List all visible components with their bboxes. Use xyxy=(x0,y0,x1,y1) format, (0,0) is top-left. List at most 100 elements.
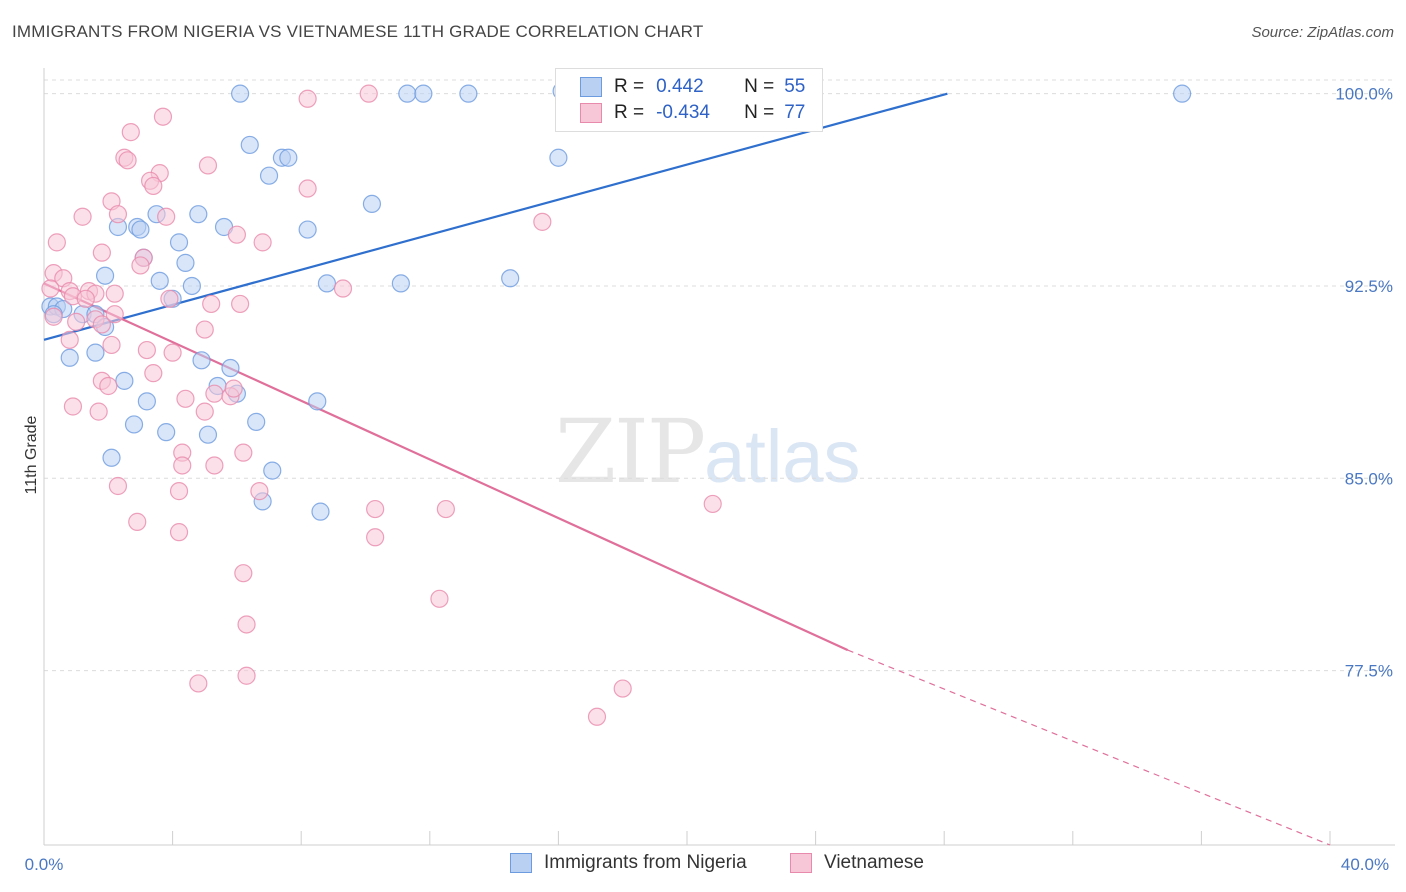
vietnamese-point xyxy=(89,402,108,421)
n-label: N = xyxy=(744,102,775,123)
chart-source: Source: ZipAtlas.com xyxy=(1251,24,1394,41)
x-tick-label-min: 0.0% xyxy=(25,855,64,874)
nigeria-point xyxy=(501,269,520,288)
vietnamese-point xyxy=(189,674,208,693)
stats-legend: R = 0.442 N = 55 R = -0.434 N = 77 xyxy=(555,68,823,132)
legend-row-vietnamese: R = -0.434 N = 77 xyxy=(580,102,805,124)
vietnamese-point xyxy=(108,476,128,496)
nigeria-point xyxy=(192,351,211,370)
nigeria-point xyxy=(189,205,208,224)
vietnamese-point xyxy=(436,499,455,519)
nigeria-point xyxy=(169,233,189,252)
r-label: R = xyxy=(614,102,645,123)
vietnamese-point xyxy=(108,205,128,224)
vietnamese-point xyxy=(250,482,269,501)
vietnamese-point xyxy=(73,207,92,226)
vietnamese-point xyxy=(205,456,224,475)
vietnamese-point xyxy=(153,107,173,126)
vietnamese-point xyxy=(224,379,243,398)
chart-title: IMMIGRANTS FROM NIGERIA VS VIETNAMESE 11… xyxy=(12,22,704,41)
vietnamese-point xyxy=(105,305,124,324)
nigeria-point xyxy=(231,84,250,103)
legend-row-nigeria: R = 0.442 N = 55 xyxy=(580,76,805,98)
vietnamese-point xyxy=(533,212,552,231)
nigeria-point xyxy=(414,84,433,103)
watermark-zip: ZIP xyxy=(555,400,706,503)
vietnamese-point xyxy=(44,307,63,326)
vietnamese-trend-line xyxy=(43,282,849,652)
vietnamese-point xyxy=(366,528,385,547)
vietnamese-legend-label: Vietnamese xyxy=(824,852,924,873)
nigeria-n-value: 55 xyxy=(784,76,806,97)
vietnamese-point xyxy=(137,340,156,360)
nigeria-point xyxy=(549,148,568,167)
vietnamese-point xyxy=(169,523,189,542)
trend-lines xyxy=(43,92,1331,846)
nigeria-point xyxy=(86,343,105,362)
nigeria-point xyxy=(398,84,417,103)
vietnamese-point xyxy=(227,225,246,244)
vietnamese-point xyxy=(195,320,214,339)
vietnamese-point xyxy=(202,294,221,314)
vietnamese-point xyxy=(613,679,632,698)
nigeria-point xyxy=(176,253,195,272)
axes xyxy=(43,68,1395,846)
nigeria-point xyxy=(95,266,115,285)
vietnamese-point xyxy=(144,176,163,196)
nigeria-point xyxy=(157,423,176,442)
nigeria-point xyxy=(311,502,330,521)
vietnamese-point xyxy=(157,207,176,226)
nigeria-point xyxy=(391,274,410,293)
vietnamese-point xyxy=(333,279,353,298)
vietnamese-point xyxy=(231,294,250,314)
nigeria-point xyxy=(131,220,150,239)
y-tick-label: 92.5% xyxy=(1345,277,1393,296)
nigeria-point xyxy=(459,84,478,103)
r-label: R = xyxy=(614,76,645,97)
vietnamese-legend-swatch-icon xyxy=(790,853,812,873)
y-tick-label: 85.0% xyxy=(1345,469,1393,488)
nigeria-point xyxy=(362,194,382,214)
vietnamese-point xyxy=(41,279,60,298)
bottom-legend-vietnamese: Vietnamese xyxy=(790,852,924,874)
nigeria-point xyxy=(198,425,218,444)
vietnamese-point xyxy=(234,443,253,462)
nigeria-point xyxy=(1173,84,1192,103)
vietnamese-point xyxy=(99,376,118,396)
nigeria-point xyxy=(150,271,169,290)
nigeria-point xyxy=(60,348,79,367)
vietnamese-point xyxy=(430,589,449,608)
vietnamese-point xyxy=(237,666,256,685)
vietnamese-point xyxy=(298,89,317,108)
vietnamese-point xyxy=(587,707,607,726)
vietnamese-point xyxy=(366,499,385,519)
vietnamese-point xyxy=(160,289,179,308)
bottom-legend-nigeria: Immigrants from Nigeria xyxy=(510,852,747,874)
vietnamese-point xyxy=(198,156,218,175)
nigeria-point xyxy=(124,415,144,434)
data-points xyxy=(41,81,1192,726)
vietnamese-point xyxy=(163,343,182,362)
nigeria-point xyxy=(259,166,279,185)
vietnamese-point xyxy=(67,312,86,331)
watermark: ZIPatlas xyxy=(555,400,860,503)
nigeria-trend-line xyxy=(43,92,948,341)
watermark-atlas: atlas xyxy=(704,415,861,498)
nigeria-point xyxy=(298,220,317,239)
vietnamese-point xyxy=(144,364,163,383)
vietnamese-point xyxy=(92,243,111,262)
nigeria-point xyxy=(317,274,337,293)
vietnamese-swatch-icon xyxy=(580,103,602,123)
vietnamese-r-value: -0.434 xyxy=(656,102,710,123)
vietnamese-point xyxy=(76,289,95,308)
vietnamese-point xyxy=(703,494,722,514)
vietnamese-point xyxy=(105,284,124,303)
vietnamese-point xyxy=(60,330,79,349)
vietnamese-point xyxy=(169,482,189,501)
vietnamese-point xyxy=(102,335,121,355)
nigeria-point xyxy=(247,412,266,431)
vietnamese-point xyxy=(128,512,147,531)
nigeria-swatch-icon xyxy=(580,77,602,97)
nigeria-r-value: 0.442 xyxy=(656,76,704,97)
vietnamese-point xyxy=(63,397,83,416)
